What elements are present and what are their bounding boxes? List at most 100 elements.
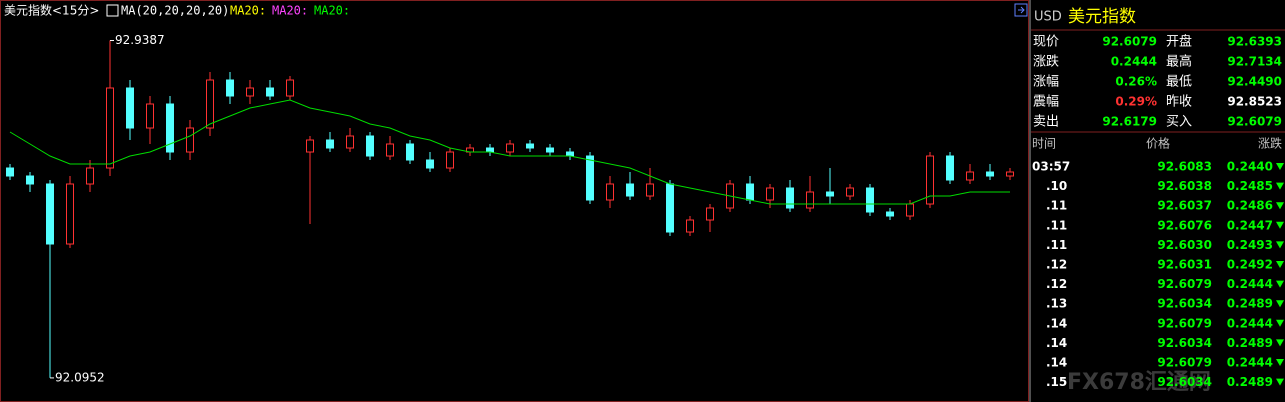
quote-label: 买入 — [1166, 115, 1192, 130]
candle-body — [646, 183, 654, 197]
candle-body — [426, 159, 434, 169]
tick-time: .15 — [1046, 375, 1067, 389]
tick-price: 92.6079 — [1157, 356, 1212, 370]
candle-body — [226, 79, 234, 97]
quote-label: 最高 — [1166, 54, 1192, 70]
candle-body — [66, 183, 74, 245]
tick-change: 0.2489 — [1227, 375, 1273, 389]
candle-body — [746, 183, 754, 201]
down-arrow — [1276, 241, 1284, 249]
tick-header: 价格 — [1146, 136, 1170, 151]
tick-price: 92.6030 — [1157, 238, 1212, 252]
candle-body — [986, 171, 994, 177]
symbol-name: 美元指数 — [1068, 7, 1136, 27]
tick-price: 92.6076 — [1157, 218, 1212, 232]
candle-body — [326, 139, 334, 149]
down-arrow — [1276, 182, 1284, 190]
candle-body — [666, 183, 674, 233]
down-arrow — [1276, 221, 1284, 229]
ma-label: MA20: — [230, 4, 266, 18]
candle-body — [806, 191, 814, 209]
tick-change: 0.2447 — [1227, 218, 1273, 232]
tick-price: 92.6083 — [1157, 160, 1212, 174]
tick-price: 92.6034 — [1157, 375, 1212, 389]
quote-value: 92.6179 — [1102, 115, 1157, 129]
candle-body — [946, 155, 954, 181]
candle-body — [906, 203, 914, 217]
quote-value: 0.26% — [1115, 75, 1157, 89]
candle-body — [686, 219, 694, 233]
candle-body — [526, 143, 534, 149]
candle-body — [246, 87, 254, 97]
indicator-icon[interactable] — [106, 4, 119, 17]
quote-value: 92.4490 — [1227, 75, 1282, 89]
quote-label: 现价 — [1033, 35, 1059, 50]
tick-price: 92.6031 — [1157, 258, 1212, 272]
quote-label: 涨跌 — [1033, 54, 1059, 70]
candle-body — [846, 187, 854, 197]
candle-body — [866, 187, 874, 213]
tick-price: 92.6079 — [1157, 277, 1212, 291]
tick-price: 92.6038 — [1157, 179, 1212, 193]
quote-label: 卖出 — [1033, 115, 1059, 130]
candle-body — [706, 207, 714, 221]
tick-change: 0.2492 — [1227, 258, 1273, 272]
candle-body — [486, 147, 494, 153]
candle-body — [826, 191, 834, 197]
down-arrow — [1276, 300, 1284, 308]
candle-body — [626, 183, 634, 197]
panel-toggle-icon[interactable] — [1014, 3, 1028, 17]
candle-body — [886, 211, 894, 217]
quote-label: 涨幅 — [1033, 75, 1059, 90]
candle-body — [786, 187, 794, 209]
candle-body — [206, 79, 214, 129]
tick-change: 0.2486 — [1227, 199, 1273, 213]
candle-body — [926, 155, 934, 205]
tick-price: 92.6037 — [1157, 199, 1212, 213]
down-arrow — [1276, 378, 1284, 386]
candle-body — [506, 143, 514, 153]
low-label: 92.0952 — [55, 370, 105, 384]
candle-body — [186, 127, 194, 153]
tick-time: .10 — [1046, 179, 1067, 193]
down-arrow — [1276, 339, 1284, 347]
tick-change: 0.2489 — [1227, 297, 1273, 311]
ma-label: MA20: — [272, 4, 308, 18]
tick-time: .11 — [1046, 218, 1067, 232]
candle-body — [286, 79, 294, 97]
ma-line — [9, 99, 1010, 205]
quote-value: 92.8523 — [1227, 95, 1282, 109]
tick-time: .13 — [1046, 297, 1067, 311]
tick-time: .11 — [1046, 238, 1067, 252]
quote-label: 震幅 — [1033, 95, 1059, 110]
candle-body — [6, 167, 14, 177]
candle-body — [606, 183, 614, 201]
watermark: FX678汇通网 — [1067, 370, 1211, 395]
candle-body — [446, 151, 454, 169]
quote-value: 0.2444 — [1111, 55, 1157, 69]
tick-price: 92.6079 — [1157, 316, 1212, 330]
quote-value: 92.6079 — [1227, 115, 1282, 129]
tick-header: 涨跌 — [1258, 136, 1282, 151]
candle-body — [166, 103, 174, 153]
candle-body — [126, 87, 134, 129]
candle-body — [146, 103, 154, 129]
candle-body — [546, 147, 554, 153]
candle-body — [46, 183, 54, 245]
candle-body — [346, 135, 354, 149]
tick-time: .14 — [1046, 316, 1067, 330]
candle-body — [406, 143, 414, 161]
candle-body — [586, 155, 594, 201]
quote-value: 92.7134 — [1227, 55, 1282, 69]
tick-time: .12 — [1046, 277, 1067, 291]
tick-change: 0.2440 — [1227, 160, 1273, 174]
down-arrow — [1276, 261, 1284, 268]
indicator-name: MA(20,20,20,20) — [121, 4, 229, 18]
high-label: 92.9387 — [115, 33, 165, 47]
ma-label: MA20: — [314, 4, 350, 18]
down-arrow — [1276, 319, 1284, 327]
symbol-code: USD — [1034, 10, 1062, 25]
candle-body — [566, 151, 574, 157]
tick-change: 0.2444 — [1227, 356, 1273, 370]
